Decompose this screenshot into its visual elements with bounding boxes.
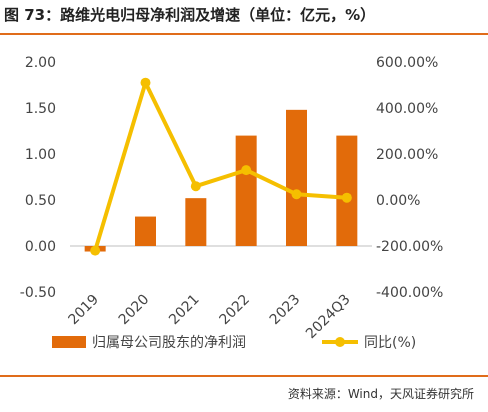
- left-tick-label: 2.00: [25, 55, 56, 71]
- right-tick-label: 200.00%: [376, 147, 438, 163]
- x-tick-label: 2023: [267, 292, 304, 329]
- point-2019: [90, 245, 101, 256]
- x-tick-label: 2021: [166, 292, 203, 329]
- right-tick-label: -200.00%: [376, 239, 443, 255]
- bar-2021: [185, 198, 207, 246]
- legend-line-label: 同比(%): [364, 335, 416, 351]
- right-tick-label: 400.00%: [376, 101, 438, 117]
- x-tick-label: 2024Q3: [303, 292, 354, 343]
- figure-title: 图 73：路维光电归母净利润及增速（单位：亿元，%）: [4, 6, 376, 24]
- line-points: [90, 77, 352, 256]
- right-tick-label: 0.00%: [376, 193, 420, 209]
- left-tick-label: 1.00: [25, 147, 56, 163]
- point-2020: [140, 77, 151, 88]
- left-axis-ticks: 2.00 1.50 1.00 0.50 0.00 -0.50: [20, 55, 56, 301]
- point-2024Q3: [341, 192, 352, 203]
- right-tick-label: -400.00%: [376, 285, 443, 301]
- bar-2023: [286, 109, 307, 246]
- legend-bar-swatch: [52, 336, 86, 348]
- left-tick-label: 1.50: [25, 101, 56, 117]
- x-tick-label: 2022: [216, 292, 253, 329]
- legend-bar-label: 归属母公司股东的净利润: [92, 334, 246, 351]
- bar-2020: [135, 216, 156, 246]
- right-tick-label: 600.00%: [376, 55, 438, 71]
- bar-2024Q3: [336, 135, 358, 246]
- top-rule: [0, 33, 488, 35]
- left-tick-label: -0.50: [20, 285, 56, 301]
- bar-series: [84, 109, 358, 252]
- point-2022: [241, 165, 252, 176]
- legend-line-marker: [335, 337, 345, 347]
- point-2023: [291, 189, 302, 200]
- line-series: [93, 80, 347, 252]
- left-tick-label: 0.50: [25, 193, 56, 209]
- left-tick-label: 0.00: [25, 239, 56, 255]
- legend: 归属母公司股东的净利润 同比(%): [52, 334, 416, 351]
- point-2021: [190, 181, 201, 192]
- x-tick-label: 2019: [65, 292, 102, 329]
- bottom-rule: [0, 375, 488, 377]
- chart: 2.00 1.50 1.00 0.50 0.00 -0.50 600.00% 400.00%…: [20, 55, 444, 351]
- x-tick-label: 2020: [116, 292, 153, 329]
- bar-2022: [235, 135, 257, 246]
- source-note: 资料来源：Wind，天风证券研究所: [287, 387, 474, 401]
- right-axis-ticks: 600.00% 400.00% 200.00% 0.00% -200.00% -400.0…: [376, 55, 443, 301]
